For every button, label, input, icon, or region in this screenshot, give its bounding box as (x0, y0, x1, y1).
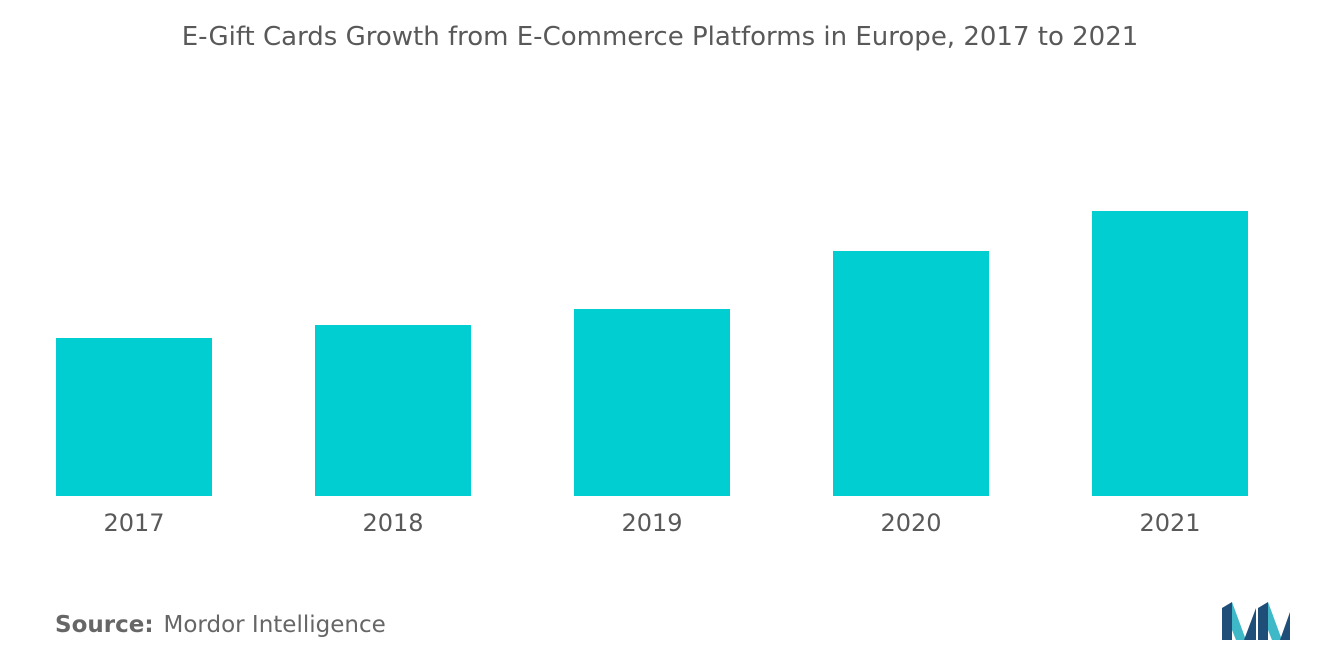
source-text: Mordor Intelligence (163, 612, 386, 638)
x-tick-label-2020: 2020 (880, 509, 941, 537)
bar-2019 (574, 309, 730, 496)
mordor-intelligence-logo-icon (1222, 602, 1290, 640)
bar-2020 (833, 251, 989, 496)
bar-2018 (315, 325, 471, 496)
source-label: Source: (55, 612, 154, 638)
source-line: Source: Mordor Intelligence (55, 612, 386, 638)
x-tick-label-2018: 2018 (362, 509, 423, 537)
x-tick-label-2021: 2021 (1139, 509, 1200, 537)
x-tick-label-2017: 2017 (103, 509, 164, 537)
bar-2021 (1092, 211, 1248, 496)
bar-2017 (56, 338, 212, 496)
x-tick-label-2019: 2019 (621, 509, 682, 537)
chart-title: E-Gift Cards Growth from E-Commerce Plat… (181, 22, 1139, 52)
